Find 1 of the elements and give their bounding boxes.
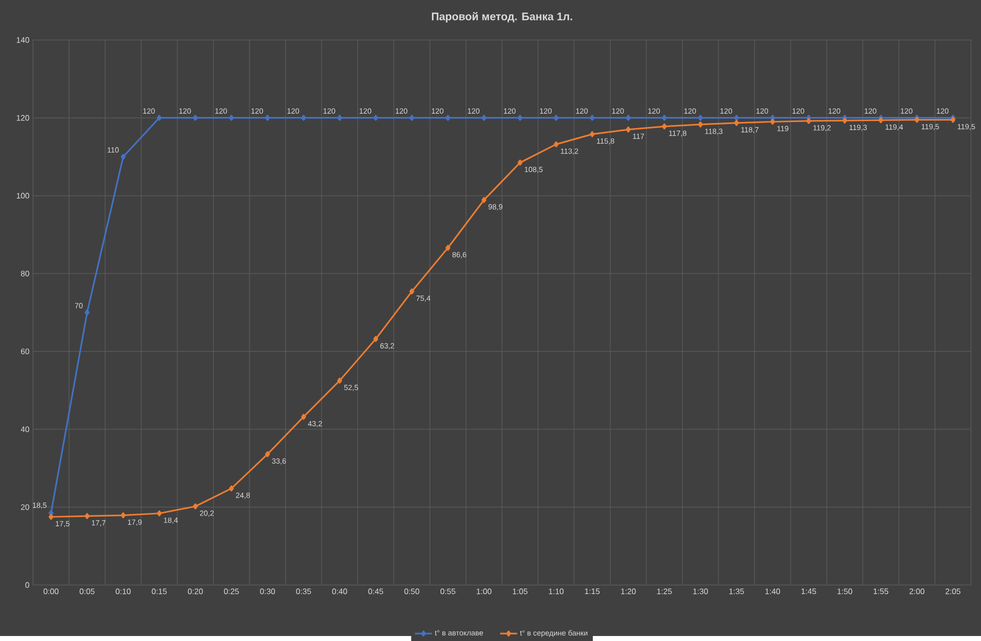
chart-title: Паровой метод. Банка 1л. xyxy=(432,12,572,22)
